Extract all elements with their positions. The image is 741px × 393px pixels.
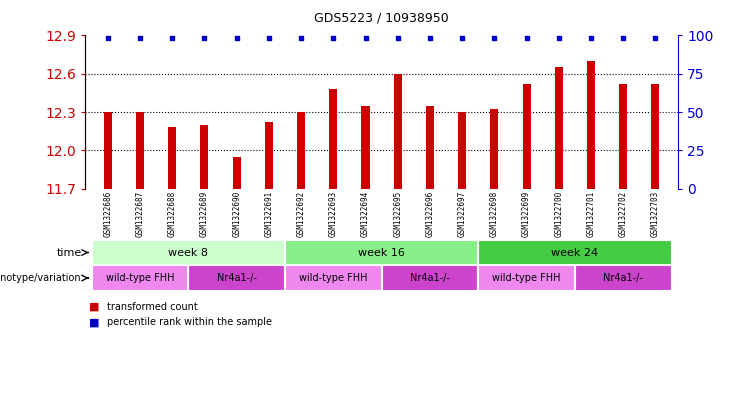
Bar — [362, 106, 370, 189]
Bar — [233, 157, 241, 189]
Bar — [92, 240, 285, 265]
Bar — [265, 122, 273, 189]
Point — [456, 35, 468, 41]
Bar — [329, 89, 337, 189]
Text: GSM1322690: GSM1322690 — [232, 191, 241, 237]
Text: GSM1322691: GSM1322691 — [265, 191, 273, 237]
Text: Nr4a1-/-: Nr4a1-/- — [216, 273, 256, 283]
Text: GSM1322697: GSM1322697 — [458, 191, 467, 237]
Point — [521, 35, 533, 41]
Text: GSM1322692: GSM1322692 — [296, 191, 305, 237]
Point — [199, 35, 210, 41]
Text: Nr4a1-/-: Nr4a1-/- — [603, 273, 643, 283]
Text: GSM1322701: GSM1322701 — [587, 191, 596, 237]
Text: transformed count: transformed count — [107, 301, 198, 312]
Text: GSM1322695: GSM1322695 — [393, 191, 402, 237]
Bar — [458, 112, 466, 189]
Text: ■: ■ — [89, 301, 103, 312]
Bar — [478, 240, 671, 265]
Text: genotype/variation: genotype/variation — [0, 273, 82, 283]
Text: time: time — [56, 248, 82, 257]
Bar — [188, 265, 285, 291]
Point — [424, 35, 436, 41]
Point — [263, 35, 275, 41]
Bar — [297, 112, 305, 189]
Text: GSM1322693: GSM1322693 — [329, 191, 338, 237]
Point — [295, 35, 307, 41]
Point — [392, 35, 404, 41]
Bar — [168, 127, 176, 189]
Text: GSM1322703: GSM1322703 — [651, 191, 660, 237]
Bar — [92, 265, 188, 291]
Bar — [619, 84, 628, 189]
Point — [166, 35, 178, 41]
Text: GSM1322700: GSM1322700 — [554, 191, 563, 237]
Point — [650, 35, 662, 41]
Point — [230, 35, 242, 41]
Text: week 24: week 24 — [551, 248, 599, 257]
Bar — [104, 112, 112, 189]
Text: wild-type FHH: wild-type FHH — [106, 273, 174, 283]
Text: GSM1322688: GSM1322688 — [167, 191, 176, 237]
Point — [617, 35, 629, 41]
Bar — [651, 84, 659, 189]
Bar — [478, 265, 575, 291]
Bar — [522, 84, 531, 189]
Bar — [426, 106, 434, 189]
Text: week 16: week 16 — [358, 248, 405, 257]
Bar — [382, 265, 478, 291]
Bar — [285, 265, 382, 291]
Text: wild-type FHH: wild-type FHH — [299, 273, 368, 283]
Bar — [575, 265, 671, 291]
Text: wild-type FHH: wild-type FHH — [492, 273, 561, 283]
Point — [585, 35, 597, 41]
Bar — [491, 110, 499, 189]
Bar — [587, 61, 595, 189]
Text: GSM1322686: GSM1322686 — [103, 191, 113, 237]
Bar — [393, 74, 402, 189]
Bar — [555, 67, 563, 189]
Text: percentile rank within the sample: percentile rank within the sample — [107, 317, 273, 327]
Bar — [136, 112, 144, 189]
Text: GSM1322694: GSM1322694 — [361, 191, 370, 237]
Point — [328, 35, 339, 41]
Point — [553, 35, 565, 41]
Text: GSM1322698: GSM1322698 — [490, 191, 499, 237]
Point — [102, 35, 113, 41]
Bar — [285, 240, 478, 265]
Text: GSM1322702: GSM1322702 — [619, 191, 628, 237]
Text: ■: ■ — [89, 317, 103, 327]
Text: week 8: week 8 — [168, 248, 208, 257]
Point — [359, 35, 371, 41]
Text: GSM1322696: GSM1322696 — [425, 191, 434, 237]
Point — [134, 35, 146, 41]
Text: Nr4a1-/-: Nr4a1-/- — [410, 273, 450, 283]
Text: GSM1322699: GSM1322699 — [522, 191, 531, 237]
Text: GSM1322689: GSM1322689 — [200, 191, 209, 237]
Bar — [200, 125, 208, 189]
Point — [488, 35, 500, 41]
Text: GSM1322687: GSM1322687 — [136, 191, 144, 237]
Text: GDS5223 / 10938950: GDS5223 / 10938950 — [314, 12, 449, 25]
